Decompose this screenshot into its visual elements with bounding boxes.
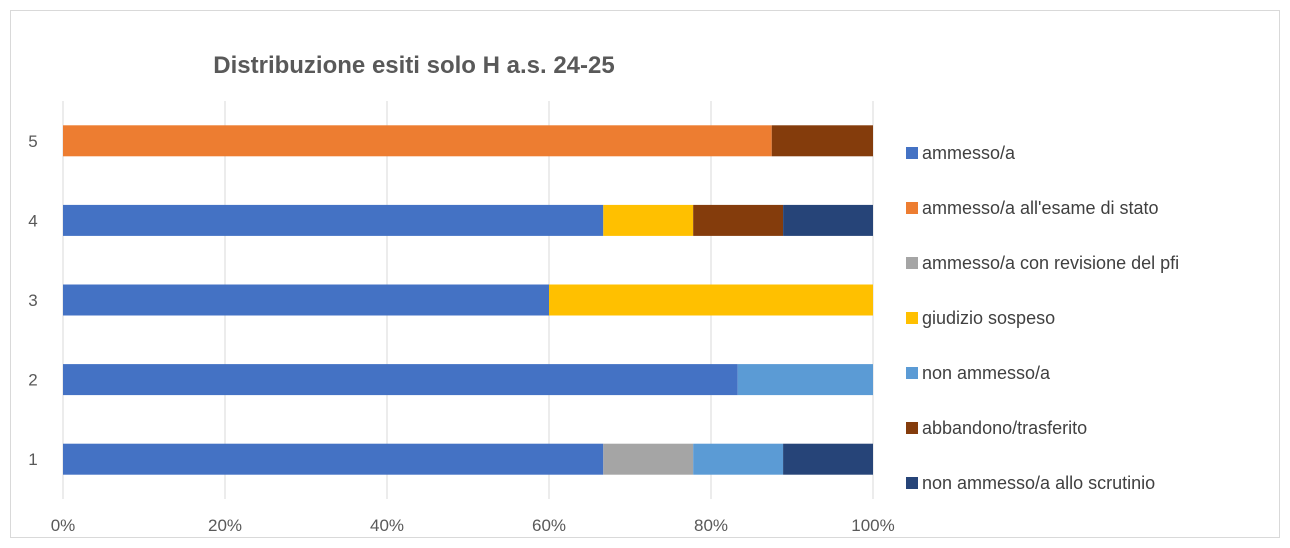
bar-cat4-series6 [783,204,873,236]
legend-swatch-6 [906,477,918,489]
bar-cat2-series0 [63,364,738,396]
bar-cat1-series4 [693,443,784,475]
x-tick-label-2: 40% [370,516,404,535]
legend-label-1: ammesso/a all'esame di stato [922,198,1159,218]
legend-swatch-2 [906,257,918,269]
legend-swatch-3 [906,312,918,324]
bar-cat4-series0 [63,204,604,236]
bars-layer [63,125,873,475]
bar-cat1-series6 [783,443,873,475]
legend-label-3: giudizio sospeso [922,308,1055,328]
y-tick-label-2: 2 [28,371,37,390]
x-tick-labels: 0% 20% 40% 60% 80% 100% [51,516,895,535]
chart-title: Distribuzione esiti solo H a.s. 24-25 [213,52,614,79]
legend-label-6: non ammesso/a allo scrutinio [922,473,1155,493]
bar-cat2-series4 [737,364,873,396]
y-tick-label-5: 5 [28,132,37,151]
legend-label-4: non ammesso/a [922,363,1051,383]
bar-cat3-series3 [549,284,873,316]
x-tick-label-4: 80% [694,516,728,535]
y-tick-label-3: 3 [28,291,37,310]
bar-cat4-series5 [693,204,784,236]
y-tick-label-1: 1 [28,450,37,469]
legend-swatch-5 [906,422,918,434]
legend-label-2: ammesso/a con revisione del pfi [922,253,1179,273]
chart-svg: Distribuzione esiti solo H a.s. 24-25 1 2… [28,52,1179,535]
legend-swatch-0 [906,147,918,159]
legend-swatch-4 [906,367,918,379]
legend-label-0: ammesso/a [922,143,1016,163]
legend-label-5: abbandono/trasferito [922,418,1087,438]
bar-cat3-series0 [63,284,549,316]
chart-frame: Distribuzione esiti solo H a.s. 24-25 1 2… [10,10,1280,538]
y-tick-label-4: 4 [28,211,37,230]
bar-cat1-series0 [63,443,604,475]
x-tick-label-1: 20% [208,516,242,535]
bar-cat4-series3 [603,204,694,236]
x-tick-label-3: 60% [532,516,566,535]
y-tick-labels: 1 2 3 4 5 [28,132,37,469]
bar-cat5-series5 [771,125,873,157]
bar-cat1-series2 [603,443,694,475]
legend: ammesso/a ammesso/a all'esame di stato amm… [906,143,1179,493]
x-tick-label-5: 100% [851,516,894,535]
x-tick-label-0: 0% [51,516,76,535]
bar-cat5-series1 [63,125,772,157]
legend-swatch-1 [906,202,918,214]
